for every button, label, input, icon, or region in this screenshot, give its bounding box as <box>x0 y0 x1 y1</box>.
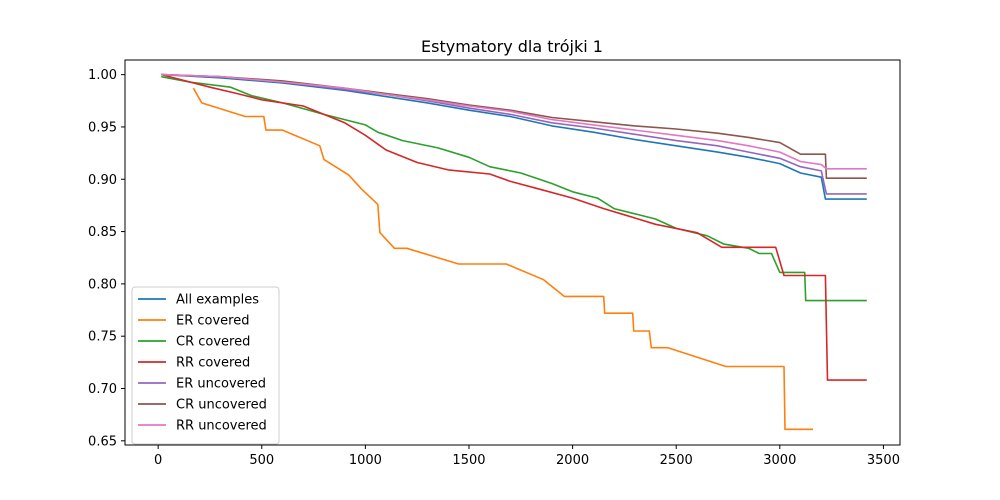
plot-frame <box>124 59 901 446</box>
y-tick-label: 1.00 <box>88 68 117 83</box>
series-line-1 <box>161 73 867 200</box>
legend-label: RR uncovered <box>176 419 267 434</box>
legend: All examples ER covered CR covered RR cover… <box>131 286 280 445</box>
y-tick-label: 0.75 <box>88 330 117 345</box>
legend-label: All examples <box>176 293 259 308</box>
series-line-2 <box>192 87 813 431</box>
legend-label: ER uncovered <box>176 377 266 392</box>
series-line-7 <box>161 73 867 170</box>
series-line-5 <box>161 73 867 195</box>
y-tick-label: 0.70 <box>88 382 117 397</box>
x-tick-label: 2000 <box>556 453 589 468</box>
legend-label: RR covered <box>176 356 250 371</box>
y-tick-label: 0.85 <box>88 225 117 240</box>
legend-label: CR uncovered <box>176 398 267 413</box>
legend-label: ER covered <box>176 314 249 329</box>
axes: 0 500 1000 1500 2000 2500 3000 3500 0.65 0.70 0.75… <box>88 68 900 468</box>
series-line-3 <box>161 75 867 302</box>
x-tick-label: 3500 <box>867 453 900 468</box>
y-tick-label: 0.90 <box>88 173 117 188</box>
y-tick-label: 0.65 <box>88 434 117 449</box>
y-tick-label: 0.80 <box>88 277 117 292</box>
x-tick-label: 3000 <box>763 453 796 468</box>
x-tick-label: 0 <box>154 453 162 468</box>
plot-area <box>161 73 867 431</box>
y-tick-label: 0.95 <box>88 120 117 135</box>
chart-title: Estymatory dla trójki 1 <box>421 37 603 56</box>
x-tick-label: 500 <box>249 453 274 468</box>
legend-box <box>131 286 280 445</box>
x-tick-label: 1500 <box>452 453 485 468</box>
series-line-4 <box>161 73 867 381</box>
legend-label: CR covered <box>176 335 250 350</box>
x-tick-label: 2500 <box>660 453 693 468</box>
series-line-6 <box>161 73 867 179</box>
x-tick-label: 1000 <box>349 453 382 468</box>
